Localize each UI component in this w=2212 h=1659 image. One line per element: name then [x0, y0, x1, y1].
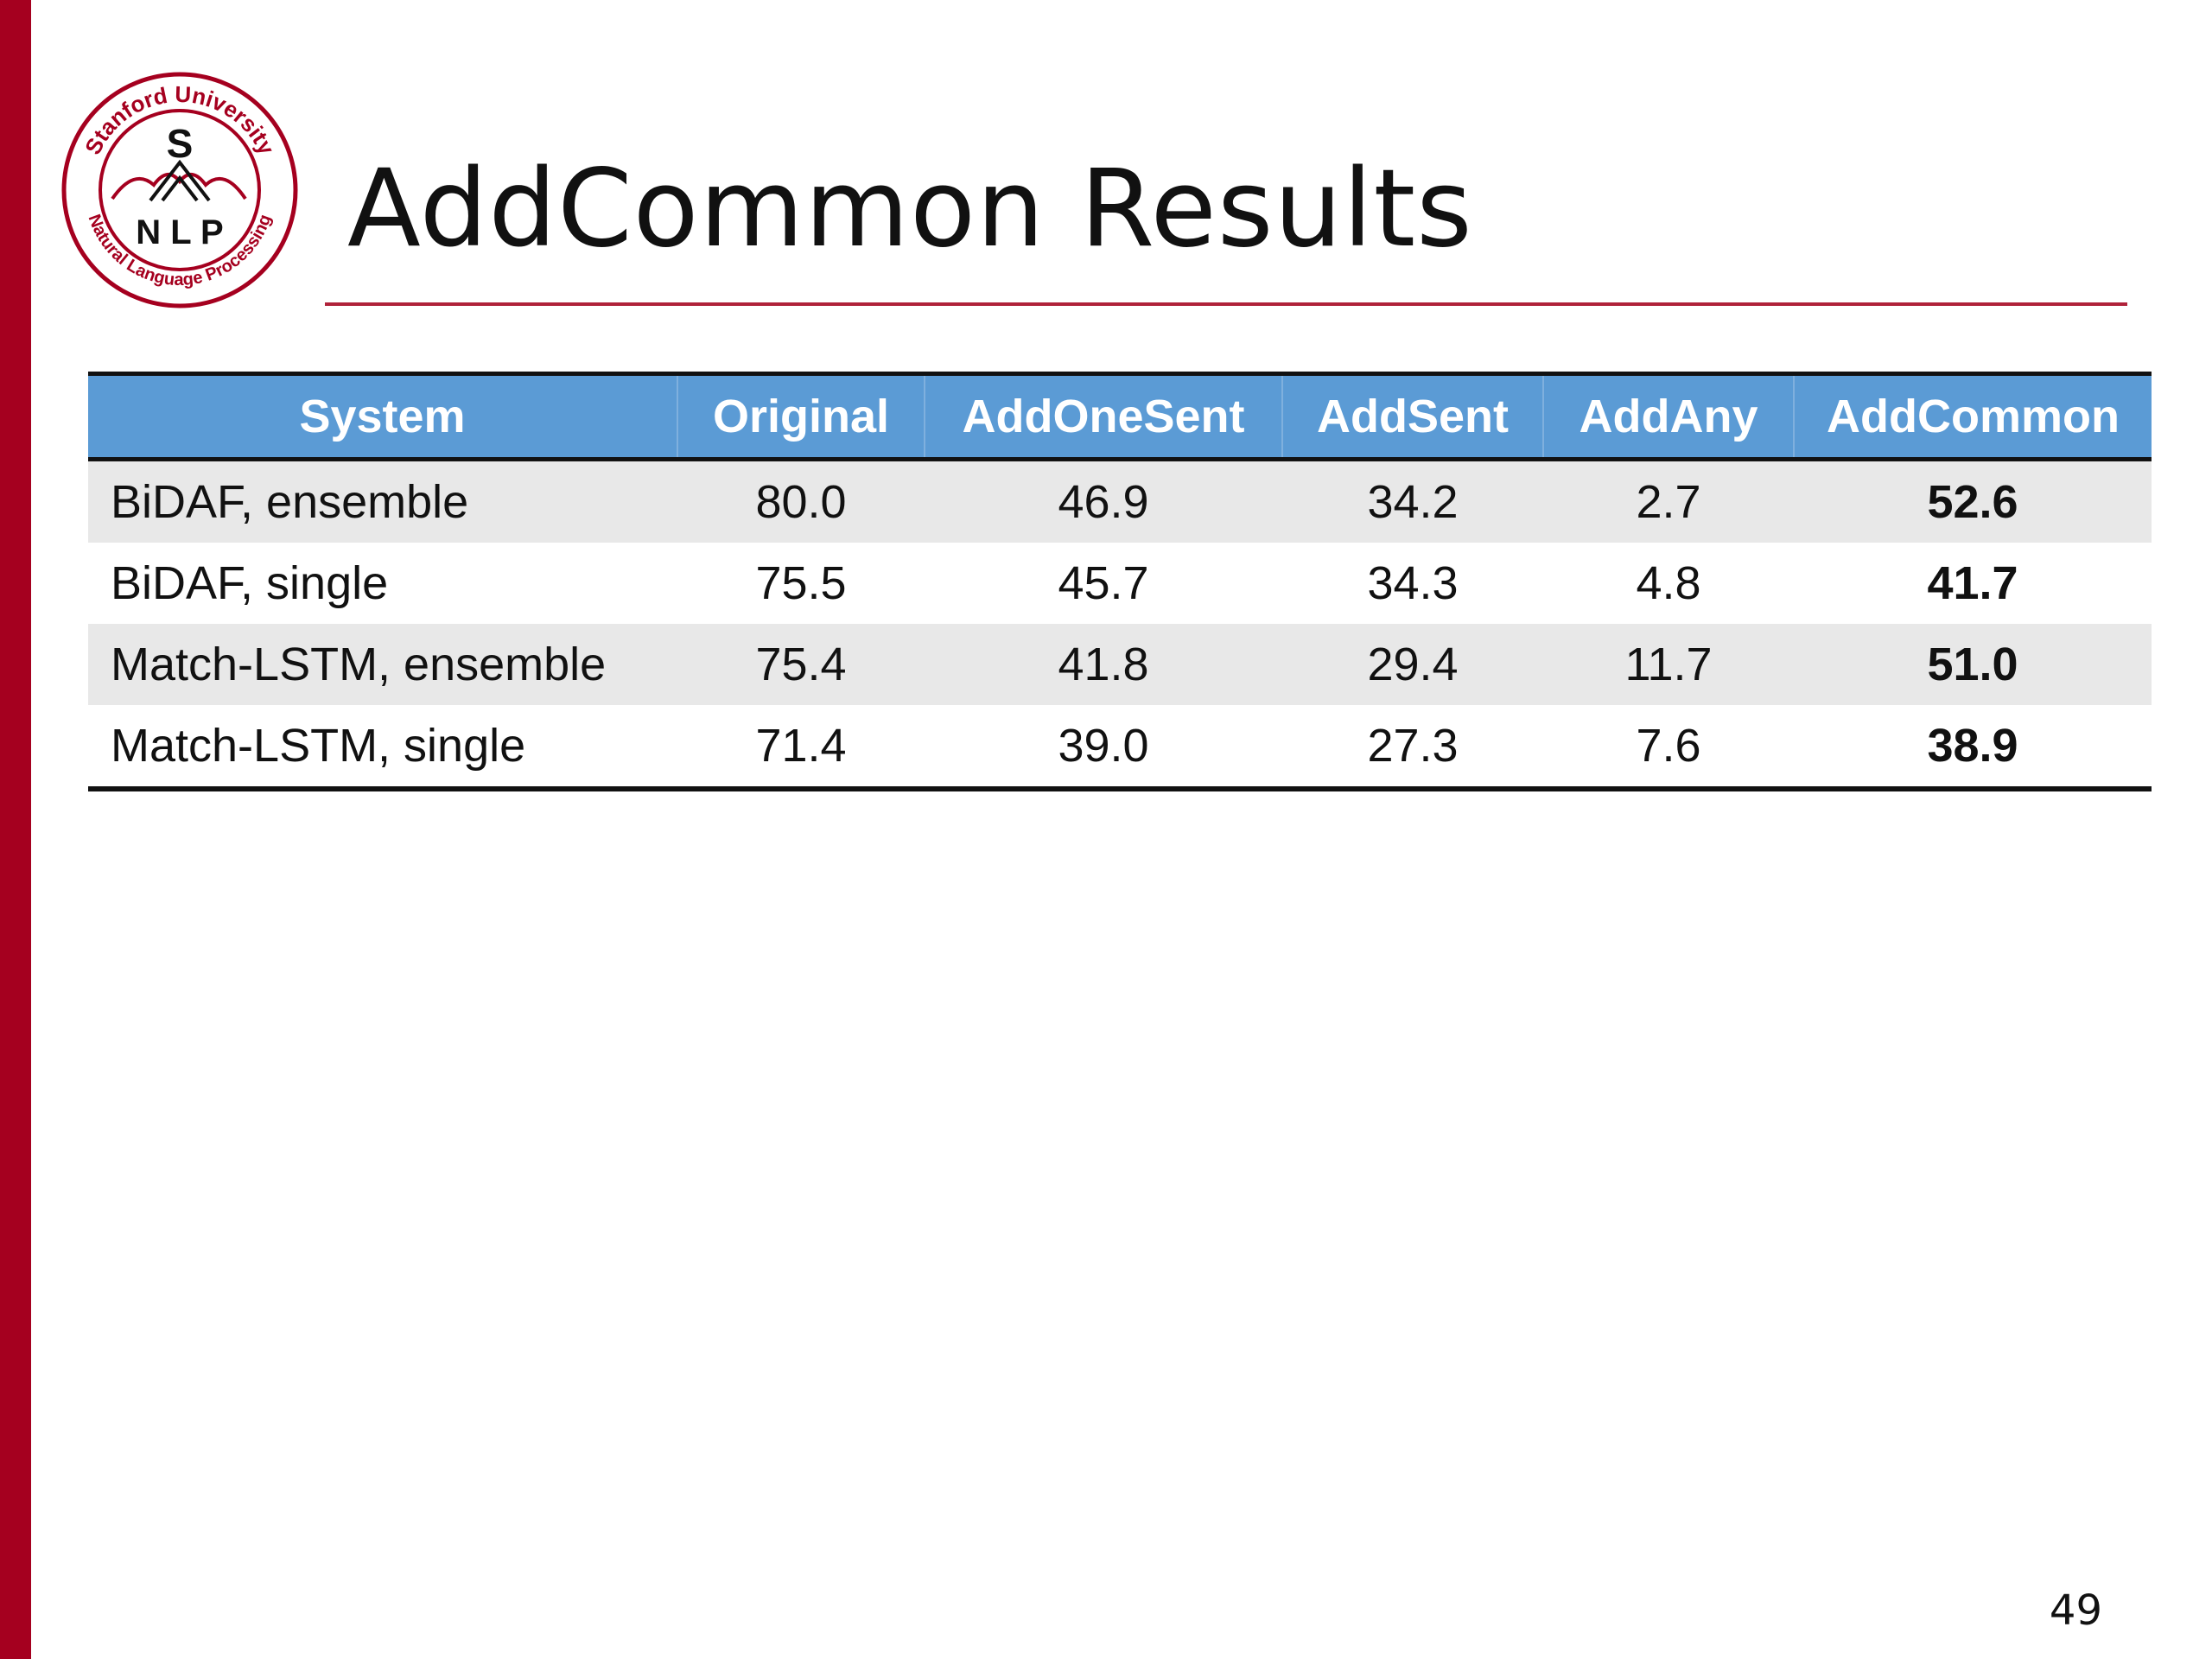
- cell-addany: 4.8: [1636, 557, 1701, 609]
- cell-addany: 7.6: [1636, 720, 1701, 772]
- cell-addonesent: 39.0: [1058, 720, 1149, 772]
- page-number: 49: [2049, 1586, 2102, 1635]
- table-row: Match-LSTM, single 71.4 39.0 27.3 7.6 38…: [88, 705, 2152, 789]
- stanford-nlp-logo: Stanford University Natural Language Pro…: [61, 72, 298, 308]
- cell-addsent: 27.3: [1367, 720, 1459, 772]
- cell-addcommon: 51.0: [1794, 624, 2152, 705]
- svg-text:N L P: N L P: [136, 213, 224, 251]
- cell-addonesent: 46.9: [925, 459, 1282, 543]
- table-row: Match-LSTM, ensemble 75.4 41.8 29.4 11.7…: [88, 624, 2152, 705]
- table-row: BiDAF, single 75.5 45.7 34.3 4.8 41.7: [88, 543, 2152, 624]
- header-addsent: AddSent: [1282, 373, 1544, 461]
- header-addcommon: AddCommon: [1794, 373, 2152, 461]
- cell-system: Match-LSTM, ensemble: [88, 624, 677, 705]
- cell-addany: 2.7: [1543, 459, 1794, 543]
- cell-original: 71.4: [755, 720, 847, 772]
- cell-system: BiDAF, single: [111, 557, 389, 609]
- cell-addany: 11.7: [1543, 624, 1794, 705]
- table-row: BiDAF, ensemble 80.0 46.9 34.2 2.7 52.6: [88, 459, 2152, 543]
- cell-original: 80.0: [677, 459, 925, 543]
- cell-addonesent: 45.7: [1058, 557, 1149, 609]
- cell-addsent: 34.2: [1282, 459, 1543, 543]
- left-accent-bar: [0, 0, 31, 1659]
- cell-addonesent: 41.8: [925, 624, 1282, 705]
- slide-title: AddCommon Results: [347, 147, 1473, 271]
- cell-original: 75.5: [755, 557, 847, 609]
- svg-text:S: S: [167, 121, 194, 166]
- header-system: System: [88, 373, 678, 461]
- title-underline: [325, 302, 2127, 306]
- header-addonesent: AddOneSent: [925, 373, 1283, 461]
- cell-addcommon: 52.6: [1794, 459, 2152, 543]
- cell-system: BiDAF, ensemble: [88, 459, 677, 543]
- cell-system: Match-LSTM, single: [111, 720, 526, 772]
- header-addany: AddAny: [1543, 373, 1795, 461]
- table-header-row: System Original AddOneSent AddSent AddAn…: [88, 373, 2152, 461]
- cell-addcommon: 38.9: [1927, 720, 2018, 772]
- cell-original: 75.4: [677, 624, 925, 705]
- results-table: System Original AddOneSent AddSent AddAn…: [88, 372, 2152, 791]
- header-original: Original: [677, 373, 925, 461]
- cell-addcommon: 41.7: [1927, 557, 2018, 609]
- cell-addsent: 29.4: [1282, 624, 1543, 705]
- cell-addsent: 34.3: [1367, 557, 1459, 609]
